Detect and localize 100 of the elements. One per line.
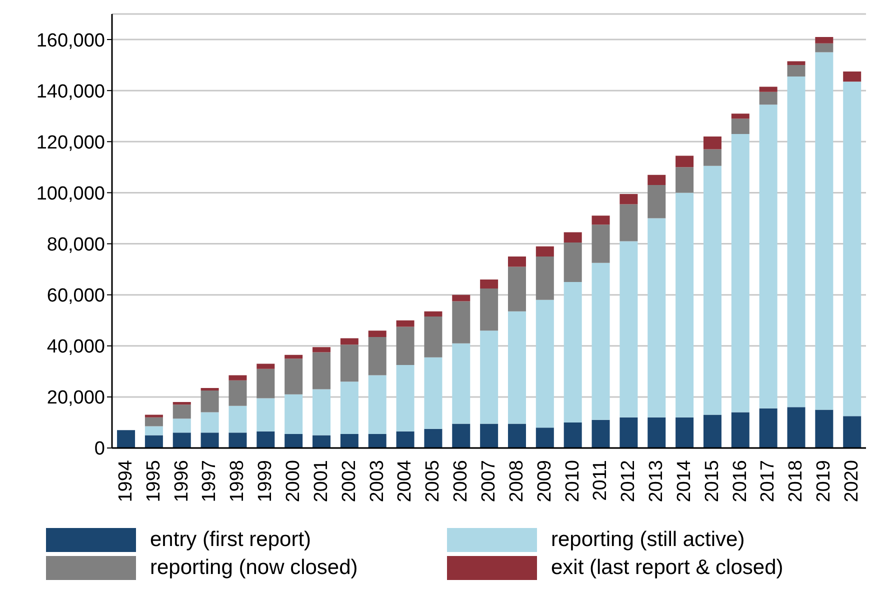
bar <box>368 434 386 448</box>
bar <box>592 262 610 420</box>
bar <box>703 136 722 150</box>
y-tick-label: 160,000 <box>36 30 105 52</box>
bar <box>731 134 750 412</box>
x-tick-label: 2010 <box>562 460 584 502</box>
bar <box>731 114 750 119</box>
y-tick-label: 20,000 <box>46 388 105 409</box>
bar <box>424 428 442 448</box>
y-tick-label: 0 <box>94 438 105 460</box>
y-tick-label: 80,000 <box>46 234 105 256</box>
bar <box>787 61 806 66</box>
y-tick-label: 120,000 <box>36 132 105 154</box>
legend-label: reporting (now closed) <box>150 556 358 580</box>
x-tick-label: 2018 <box>786 460 807 502</box>
bar <box>144 414 163 418</box>
bar <box>312 347 331 352</box>
bar <box>228 375 247 380</box>
bar <box>676 417 694 448</box>
bar <box>564 232 582 242</box>
x-tick-label: 2012 <box>618 460 640 502</box>
bar <box>256 398 275 432</box>
bar <box>815 43 834 52</box>
bar <box>144 435 163 448</box>
bar <box>200 388 219 391</box>
bar <box>117 430 136 448</box>
bar <box>256 364 275 369</box>
bar <box>312 352 331 390</box>
bar <box>312 389 331 436</box>
bar <box>648 218 666 418</box>
bar <box>620 204 638 242</box>
bar <box>759 104 778 408</box>
x-tick-label: 2014 <box>674 460 695 502</box>
bar <box>228 380 247 406</box>
bar <box>592 224 610 263</box>
y-tick-label: 100,000 <box>36 183 105 204</box>
y-tick-label: 140,000 <box>36 81 105 102</box>
bar <box>368 330 386 337</box>
y-tick-label: 60,000 <box>46 286 105 307</box>
bar <box>536 300 554 428</box>
bar <box>620 194 638 204</box>
bar <box>396 326 414 366</box>
bar <box>480 280 498 288</box>
bar <box>648 174 666 186</box>
bar <box>396 431 414 448</box>
x-tick-label: 2017 <box>758 460 779 502</box>
x-tick-label: 2020 <box>842 460 863 502</box>
bar <box>843 71 862 82</box>
x-tick-label: 2000 <box>283 460 304 502</box>
bar <box>200 412 219 433</box>
bar <box>284 434 303 448</box>
bar <box>284 394 303 434</box>
bar <box>144 417 163 426</box>
x-tick-label: 2007 <box>478 460 500 502</box>
legend-label: exit (last report & closed) <box>551 556 784 580</box>
x-tick-label: 2002 <box>338 460 360 502</box>
x-tick-label: 1996 <box>171 460 192 502</box>
bar <box>703 414 722 448</box>
bar <box>452 424 470 448</box>
bar <box>759 86 778 92</box>
bar <box>676 192 694 418</box>
y-tick-label: 40,000 <box>46 336 105 358</box>
bar <box>396 320 414 327</box>
bar <box>843 416 862 448</box>
x-tick-label: 2015 <box>702 460 723 502</box>
bar <box>424 311 442 317</box>
x-tick-label: 1998 <box>227 460 248 502</box>
bar <box>787 407 806 448</box>
bar <box>284 358 303 394</box>
bar <box>480 424 498 448</box>
bar <box>172 432 191 448</box>
bar <box>815 52 834 410</box>
bar <box>200 432 219 448</box>
bar <box>480 288 498 331</box>
bar <box>172 402 191 405</box>
x-tick-label: 2009 <box>534 460 556 502</box>
x-tick-label: 1995 <box>143 460 164 502</box>
bar <box>703 149 722 166</box>
bar <box>843 82 862 416</box>
x-tick-label: 2001 <box>310 460 332 502</box>
bar <box>564 422 582 448</box>
bar <box>340 434 358 448</box>
x-tick-label: 2013 <box>646 460 668 502</box>
bar <box>536 256 554 300</box>
bar <box>172 404 191 419</box>
bar <box>424 357 442 429</box>
bar <box>620 241 638 418</box>
bar <box>312 435 331 448</box>
bar <box>676 156 694 168</box>
x-tick-label: 2006 <box>450 460 472 502</box>
bar <box>340 338 358 345</box>
bar <box>648 417 666 448</box>
bar <box>564 282 582 422</box>
bar <box>228 432 247 448</box>
bar <box>452 343 470 424</box>
bar <box>620 417 638 448</box>
bar <box>508 311 526 424</box>
bar <box>256 431 275 448</box>
bar <box>759 408 778 448</box>
bar <box>452 294 470 302</box>
